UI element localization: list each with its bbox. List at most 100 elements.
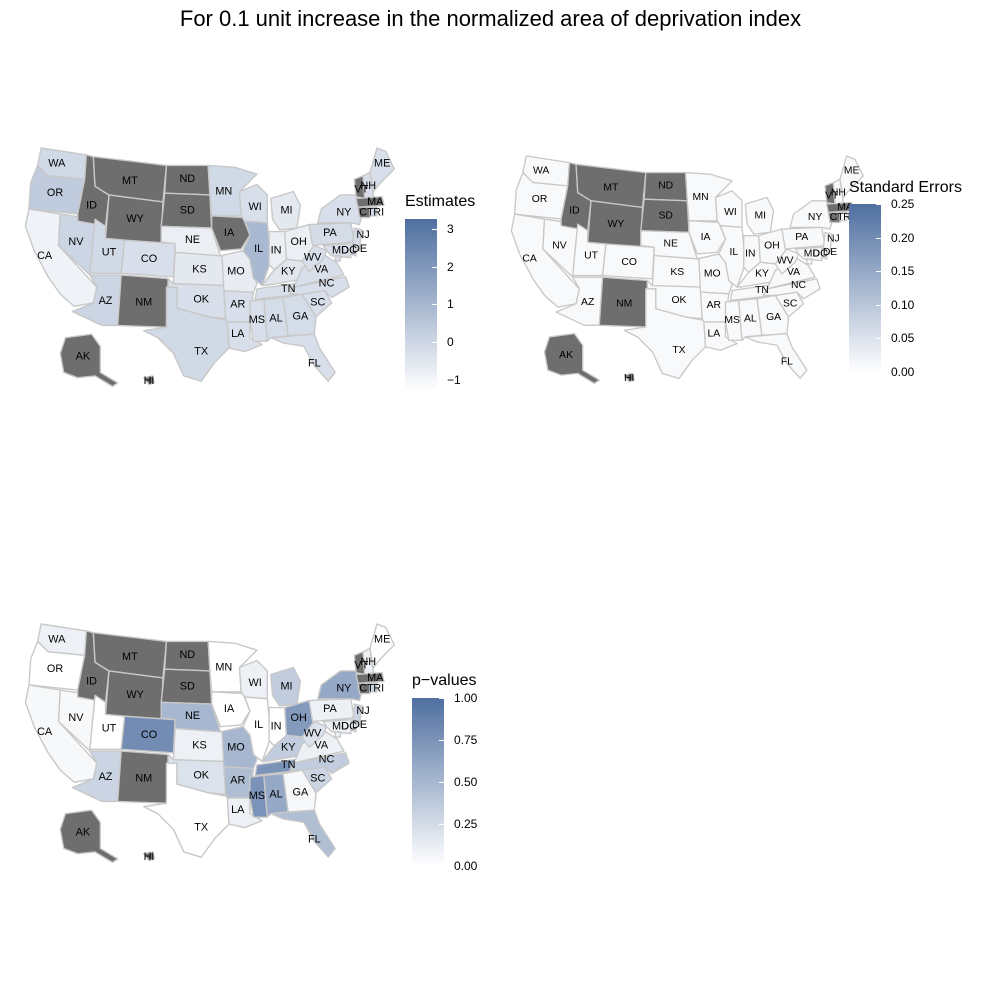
state-label-tn: TN <box>281 759 295 771</box>
state-label-mn: MN <box>215 661 232 673</box>
state-ct <box>357 206 371 219</box>
state-label-ak: AK <box>559 350 573 361</box>
state-label-id: ID <box>569 206 579 217</box>
state-label-oh: OH <box>291 712 307 724</box>
state-label-hi: HI <box>144 375 155 387</box>
state-label-ri: RI <box>373 206 384 218</box>
state-label-ut: UT <box>584 250 598 261</box>
state-label-ga: GA <box>293 787 309 799</box>
legend-tick-mark <box>876 372 881 373</box>
state-label-in: IN <box>745 249 755 260</box>
state-label-ok: OK <box>193 769 209 781</box>
state-label-dc: DC <box>341 721 357 733</box>
state-ak <box>59 333 119 388</box>
state-label-sc: SC <box>310 297 325 309</box>
legend-tick-label: 3 <box>447 222 454 236</box>
state-label-id: ID <box>86 199 97 211</box>
state-label-mt: MT <box>603 182 619 193</box>
state-label-nc: NC <box>319 278 335 290</box>
state-label-ne: NE <box>185 710 200 722</box>
state-label-md: MD <box>332 721 349 733</box>
state-label-wv: WV <box>304 727 322 739</box>
state-label-wy: WY <box>608 219 625 230</box>
state-label-va: VA <box>314 264 328 276</box>
state-dc <box>334 731 342 738</box>
state-label-mi: MI <box>280 681 292 693</box>
state-wv <box>774 248 800 275</box>
state-fl <box>270 809 336 858</box>
state-label-mi: MI <box>755 210 767 221</box>
legend-tick-mark <box>432 304 437 306</box>
legend-tick-mark <box>439 866 444 867</box>
legend-tick-label: 0.25 <box>454 817 478 831</box>
state-label-ga: GA <box>293 311 309 323</box>
state-label-sd: SD <box>180 205 195 217</box>
state-me <box>839 155 864 199</box>
state-label-al: AL <box>269 312 282 324</box>
legend-tick-label: 0.00 <box>891 365 915 379</box>
state-nc <box>289 276 350 299</box>
state-label-va: VA <box>787 267 800 278</box>
state-wv <box>301 720 328 749</box>
state-label-wi: WI <box>249 201 262 213</box>
state-label-mo: MO <box>227 265 244 277</box>
legend-title: Estimates <box>405 193 476 210</box>
legend-tick-mark <box>432 341 437 343</box>
state-label-sc: SC <box>310 773 325 785</box>
state-label-md: MD <box>332 245 349 257</box>
state-label-nc: NC <box>791 280 806 291</box>
state-label-nv: NV <box>68 236 84 248</box>
state-label-nh: NH <box>831 187 846 198</box>
legend-tick-label: 0.25 <box>891 197 915 211</box>
state-label-az: AZ <box>99 771 113 783</box>
state-label-de: DE <box>823 247 837 258</box>
state-label-or: OR <box>532 194 548 205</box>
state-label-or: OR <box>47 187 63 199</box>
state-label-id: ID <box>86 675 97 687</box>
state-fl <box>744 332 808 380</box>
state-label-ri: RI <box>373 682 384 694</box>
states-group: WA OR CA NV ID MT WY UT AZ CO NM ND SD NE KS OK TX MN IA MO… <box>24 623 396 864</box>
state-label-me: ME <box>374 634 390 646</box>
legend-tick-label: 0.15 <box>891 264 915 279</box>
legend-tick-label: 1 <box>447 297 454 312</box>
state-label-fl: FL <box>308 358 321 370</box>
state-label-mo: MO <box>227 741 244 753</box>
state-label-al: AL <box>269 788 282 800</box>
state-label-fl: FL <box>308 834 321 846</box>
state-fl <box>270 333 336 382</box>
state-label-wa: WA <box>533 166 549 177</box>
state-nc <box>289 752 350 775</box>
state-label-mn: MN <box>692 192 708 203</box>
state-label-fl: FL <box>781 357 793 368</box>
state-label-vt: VT <box>354 184 368 196</box>
legend-colorbar <box>405 219 437 391</box>
state-label-ct: CT <box>359 206 374 218</box>
state-ak <box>59 809 119 864</box>
state-label-ok: OK <box>671 295 686 306</box>
state-label-nh: NH <box>360 656 376 668</box>
state-label-dc: DC <box>813 249 828 260</box>
state-label-me: ME <box>374 158 390 170</box>
state-hi <box>623 372 635 383</box>
state-label-or: OR <box>47 663 63 675</box>
legend-title: p−values <box>412 672 477 689</box>
state-label-il: IL <box>254 243 263 255</box>
state-label-hi: HI <box>144 851 155 863</box>
state-label-pa: PA <box>795 232 808 243</box>
state-me <box>369 147 396 193</box>
state-label-ut: UT <box>102 722 117 734</box>
state-label-ca: CA <box>37 250 53 262</box>
state-label-sd: SD <box>180 681 195 693</box>
legend-tick-mark <box>439 698 444 699</box>
state-label-ok: OK <box>193 293 209 305</box>
state-label-wa: WA <box>48 158 66 170</box>
state-ma <box>355 672 385 684</box>
state-label-mt: MT <box>122 651 138 663</box>
state-label-ia: IA <box>701 232 711 243</box>
legend-tick-label: 0 <box>447 334 454 349</box>
state-label-dc: DC <box>341 245 357 257</box>
legend-tick-label: 0.20 <box>891 230 915 245</box>
state-label-nd: ND <box>658 181 673 192</box>
legend-tick-mark <box>439 824 444 825</box>
